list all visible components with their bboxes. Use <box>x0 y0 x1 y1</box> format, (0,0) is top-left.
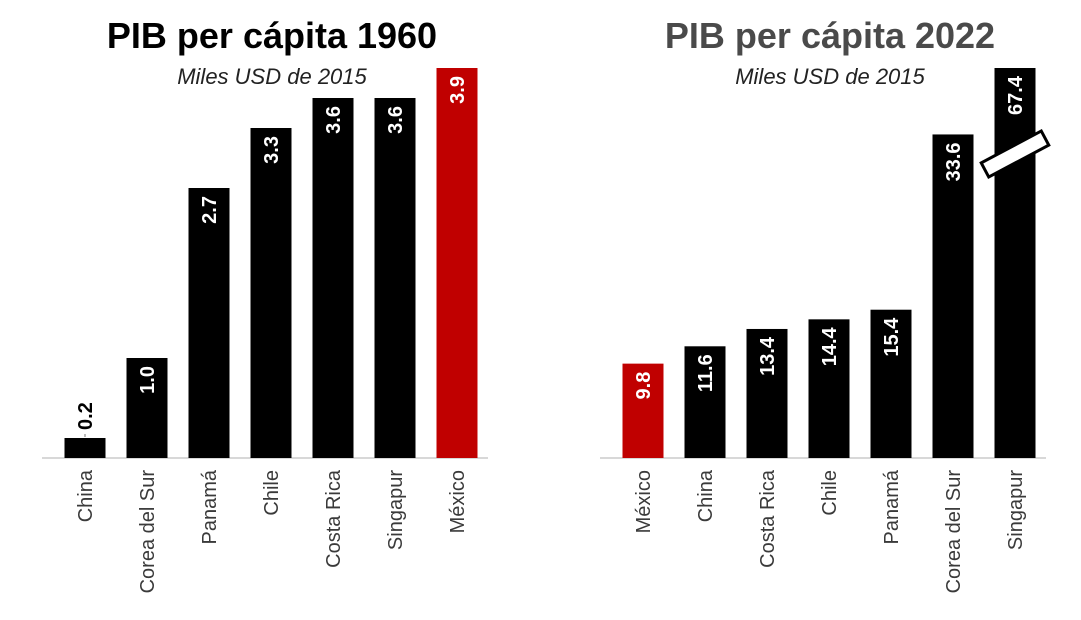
chart-1960: PIB per cápita 1960 Miles USD de 2015 0.… <box>42 15 488 593</box>
chart-2022-bar-corea-del-sur <box>932 134 974 458</box>
chart-2022-value-label-singapur: 67.4 <box>1005 75 1027 115</box>
chart-2022-category-label-panama: Panamá <box>881 469 903 544</box>
chart-1960-value-label-panama: 2.7 <box>199 196 221 224</box>
chart-2022-value-label-panama: 15.4 <box>881 317 903 357</box>
chart-1960-bar-chile <box>250 128 292 458</box>
chart-2022-value-label-china: 11.6 <box>695 354 717 392</box>
chart-2022-category-label-corea-del-sur: Corea del Sur <box>943 470 965 594</box>
chart-1960-value-label-china: 0.2 <box>75 402 97 430</box>
chart-2022-bar-chile <box>808 319 850 458</box>
chart-2022-bar-costa-rica <box>746 328 788 458</box>
chart-1960-value-label-singapur: 3.6 <box>385 106 407 134</box>
chart-1960-bar-singapur <box>374 98 416 458</box>
chart-1960-category-label-mexico: México <box>447 470 469 533</box>
chart-2022-bar-panama <box>870 309 912 458</box>
chart-1960-value-label-costa-rica: 3.6 <box>323 106 345 134</box>
chart-1960-bar-corea-del-sur <box>126 358 168 458</box>
chart-1960-category-label-corea-del-sur: Corea del Sur <box>137 470 159 594</box>
chart-1960-bar-panama <box>188 188 230 458</box>
chart-2022-value-label-chile: 14.4 <box>819 326 841 366</box>
chart-2022-bar-singapur <box>994 68 1036 458</box>
chart-1960-bar-china <box>64 438 106 458</box>
chart-1960-category-label-costa-rica: Costa Rica <box>323 469 345 568</box>
chart-2022-bar-mexico <box>622 363 664 458</box>
chart-2022-category-label-chile: Chile <box>819 470 841 516</box>
chart-1960-category-label-panama: Panamá <box>199 469 221 544</box>
chart-2022-category-label-costa-rica: Costa Rica <box>757 469 779 568</box>
chart-1960-category-label-chile: Chile <box>261 470 283 516</box>
chart-1960-category-label-singapur: Singapur <box>385 470 407 550</box>
chart-2022: PIB per cápita 2022 Miles USD de 2015 9.… <box>600 15 1051 594</box>
chart-1960-subtitle: Miles USD de 2015 <box>177 64 367 89</box>
chart-2022-axis-break-singapur <box>979 128 1051 180</box>
chart-2022-category-label-singapur: Singapur <box>1005 470 1027 550</box>
chart-1960-bar-costa-rica <box>312 98 354 458</box>
chart-2022-category-label-mexico: México <box>633 470 655 533</box>
chart-2022-bar-china <box>684 346 726 458</box>
chart-1960-title: PIB per cápita 1960 <box>107 15 437 56</box>
chart-2022-subtitle: Miles USD de 2015 <box>735 64 925 89</box>
chart-2022-title: PIB per cápita 2022 <box>665 15 995 56</box>
chart-1960-bar-mexico <box>436 68 478 458</box>
chart-2022-value-label-corea-del-sur: 33.6 <box>943 142 965 181</box>
chart-1960-value-label-corea-del-sur: 1.0 <box>137 366 159 394</box>
chart-2022-category-label-china: China <box>695 469 717 522</box>
chart-1960-value-label-chile: 3.3 <box>261 136 283 164</box>
chart-2022-value-label-mexico: 9.8 <box>633 372 655 400</box>
chart-1960-category-label-china: China <box>75 469 97 522</box>
chart-1960-value-label-mexico: 3.9 <box>447 76 469 104</box>
chart-2022-value-label-costa-rica: 13.4 <box>757 336 779 376</box>
